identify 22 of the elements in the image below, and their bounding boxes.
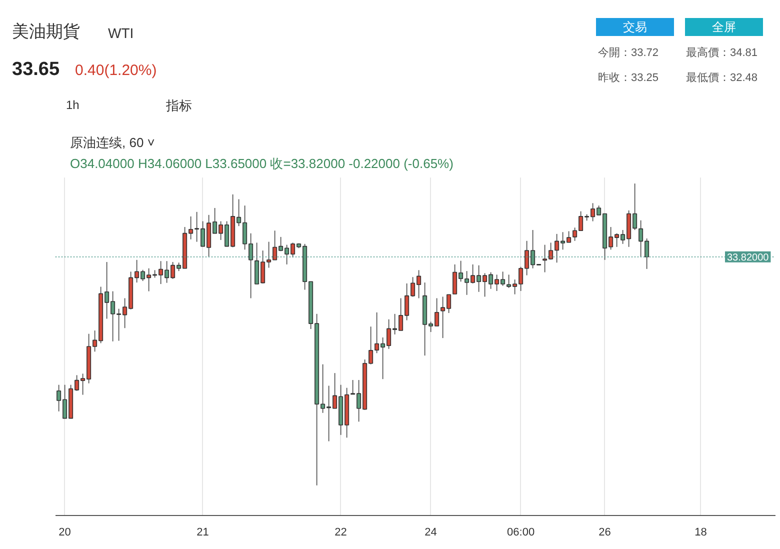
text: 0.40(1.20%): [75, 61, 157, 81]
text: 最低價：32.48: [686, 71, 758, 86]
x-tick-label: 06:00: [507, 526, 535, 538]
x-tick-label: 22: [334, 526, 347, 538]
text: 33.65: [12, 58, 60, 82]
text: 交易: [596, 18, 674, 36]
text: 全屏: [685, 18, 763, 36]
x-tick-label: 18: [694, 526, 707, 538]
text: O34.04000 H34.06000 L33.65000 收=33.82000 -0.22000 (-0.65%): [70, 155, 454, 173]
text: 指标: [166, 97, 192, 115]
text: 最高價：34.81: [686, 46, 758, 61]
text: 今開：33.72: [598, 46, 659, 61]
text: 原油连续, 60 ˅: [70, 134, 155, 152]
text: 昨收：33.25: [598, 71, 659, 86]
text: 1h: [66, 97, 80, 114]
chart-title: 美油期貨: [12, 21, 80, 43]
x-tick-label: 26: [598, 526, 611, 538]
x-tick-label: 21: [196, 526, 209, 538]
annotation: 33.82000: [726, 252, 770, 264]
x-tick-label: 24: [424, 526, 437, 538]
x-tick-label: 20: [58, 526, 71, 538]
chart-subtitle: WTI: [108, 24, 134, 43]
